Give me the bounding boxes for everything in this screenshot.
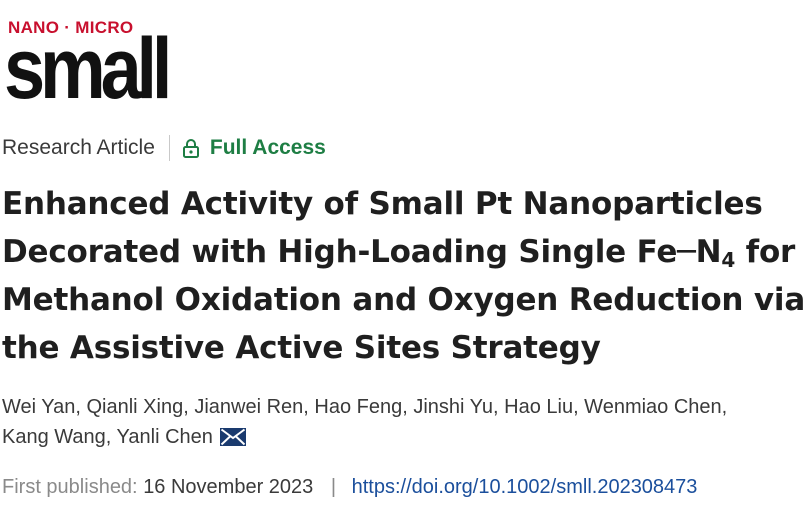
authors-line-2-text[interactable]: Kang Wang, Yanli Chen xyxy=(2,426,213,448)
meta-divider xyxy=(168,135,170,161)
article-title: Enhanced Activity of Small Pt Nanopartic… xyxy=(2,180,807,372)
lock-icon xyxy=(182,139,199,158)
title-line-2: Decorated with High-Loading Single Fe─N4… xyxy=(2,228,807,276)
access-label: Full Access xyxy=(209,136,326,159)
publication-info: First published: 16 November 2023 | http… xyxy=(2,476,697,499)
journal-logo[interactable]: NANO · MICRO small xyxy=(4,8,174,112)
published-date: 16 November 2023 xyxy=(143,476,314,498)
journal-logo-kicker: NANO · MICRO xyxy=(8,18,134,37)
title-line-2-end: for xyxy=(735,234,796,270)
title-line-2-text: Decorated with High-Loading Single Fe─N xyxy=(2,234,722,270)
title-line-3: Methanol Oxidation and Oxygen Reduction … xyxy=(2,282,806,318)
first-published-label: First published: xyxy=(2,476,138,498)
author-list: Wei Yan, Qianli Xing, Jianwei Ren, Hao F… xyxy=(2,392,807,452)
publication-separator: | xyxy=(330,476,337,498)
authors-line-2: Kang Wang, Yanli Chen xyxy=(2,422,807,452)
title-subscript: 4 xyxy=(721,248,736,272)
mail-icon[interactable] xyxy=(220,428,247,446)
article-meta-row: Research Article Full Access xyxy=(2,134,326,162)
article-type: Research Article xyxy=(2,136,155,159)
access-badge: Full Access xyxy=(182,136,326,160)
title-line-4: the Assistive Active Sites Strategy xyxy=(2,330,601,366)
authors-line-1[interactable]: Wei Yan, Qianli Xing, Jianwei Ren, Hao F… xyxy=(2,396,728,418)
doi-link[interactable]: https://doi.org/10.1002/smll.202308473 xyxy=(351,476,698,498)
journal-logo-wordmark: small xyxy=(4,21,172,117)
title-line-1: Enhanced Activity of Small Pt Nanopartic… xyxy=(2,186,763,222)
